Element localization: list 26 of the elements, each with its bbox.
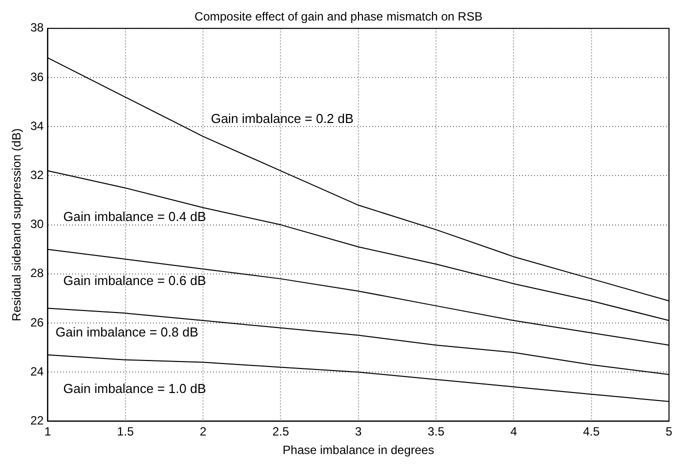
- x-tick-label: 5: [666, 424, 673, 439]
- x-tick-label: 3.5: [428, 424, 445, 439]
- x-tick-label: 1.5: [117, 424, 134, 439]
- series-label: Gain imbalance = 0.8 dB: [56, 324, 198, 340]
- y-tick-label: 38: [30, 20, 44, 35]
- y-tick-label: 32: [30, 168, 44, 182]
- y-axis-title: Residual sideband suppression (dB): [10, 128, 24, 322]
- x-tick-label: 4.5: [583, 424, 600, 439]
- x-tick-label: 2: [200, 424, 207, 439]
- y-tick-label: 28: [30, 266, 44, 280]
- x-tick-label: 2.5: [272, 424, 290, 439]
- x-tick-label: 3: [355, 424, 362, 439]
- series-label: Gain imbalance = 0.6 dB: [63, 272, 206, 288]
- x-tick-label: 1: [44, 424, 52, 439]
- y-tick-label: 36: [30, 70, 44, 84]
- y-tick-label: 26: [30, 315, 44, 330]
- y-tick-label: 22: [30, 414, 44, 428]
- x-axis-title: Phase imbalance in degrees: [282, 443, 434, 458]
- y-tick-label: 34: [30, 118, 44, 133]
- chart-title: Composite effect of gain and phase mismatch on RSB: [194, 10, 482, 24]
- y-tick-label: 30: [30, 217, 44, 232]
- x-tick-label: 4: [510, 424, 518, 439]
- series-label: Gain imbalance = 1.0 dB: [63, 380, 206, 396]
- series-label: Gain imbalance = 0.2 dB: [210, 110, 354, 126]
- y-tick-label: 24: [30, 364, 44, 378]
- series-label: Gain imbalance = 0.4 dB: [63, 209, 206, 224]
